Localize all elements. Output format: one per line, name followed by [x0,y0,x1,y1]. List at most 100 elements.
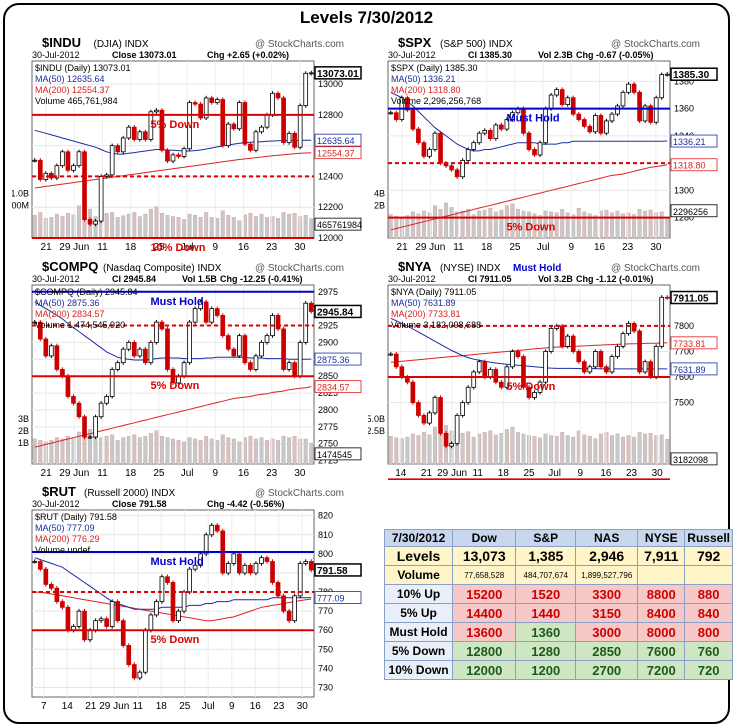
column-header: Dow [452,529,517,547]
candle-body [593,351,598,368]
candle-body [416,128,421,144]
candle-body [587,125,593,133]
candle-body [82,610,87,641]
y-tick-label: 2850 [318,371,338,381]
legend-entry: MA(200) 2834.57 [35,309,105,319]
candle-body [576,351,582,363]
x-tick-label: 11 [133,701,144,712]
candle-body [225,123,231,147]
table-cell: 14400 [452,603,517,623]
volume-bar [198,217,203,239]
y-tick-label: 740 [318,663,333,673]
y-tick-label: 770 [318,606,333,616]
candle-body [410,381,416,404]
legend-entry: $NYA (Daily) 7911.05 [391,287,476,297]
volume-bar [593,215,598,239]
volume-axis-label: 1.0B [12,188,29,198]
volume-bar [154,430,159,465]
y-tick-label: 730 [318,682,333,692]
candle-body [593,115,598,133]
candle-body [438,132,443,164]
volume-bar [582,434,587,465]
x-tick-label: 29 Jun [437,468,467,479]
candle-body [659,74,665,99]
y-tick-label: 12200 [318,202,343,212]
candle-body [292,132,297,148]
level-label: 5% Down [506,222,555,234]
volume-bar [405,215,410,239]
volume-bar [538,215,543,239]
volume-bar [499,432,504,465]
volume-bar [659,211,664,239]
candle-body [131,126,137,140]
table-cell: 880 [684,584,733,604]
candle-body [120,137,126,153]
legend-entry: MA(50) 777.09 [35,523,95,533]
x-tick-label: 23 [273,701,285,712]
candle-body [220,99,226,147]
x-tick-label: 21 [41,242,53,253]
candle-body [60,601,65,608]
volume-bar [38,212,43,239]
volume-axis-label: 2.5B [368,426,385,436]
row-label: Volume [383,565,454,585]
candle-body [109,601,115,627]
table-cell: 1,385 [515,546,577,566]
chart-name: (S&P 500) INDX [440,39,513,50]
volume-bar [182,441,187,465]
candle-body [60,151,65,167]
x-tick-label: 16 [250,701,262,712]
candle-body [214,99,220,103]
volume-bar [626,435,631,465]
volume-bar [49,217,54,239]
volume-bar [287,213,292,239]
volume-bar [159,213,164,239]
candle-body [93,416,98,438]
price-tag-label: 777.09 [317,594,345,604]
volume-bar [259,437,264,465]
candle-body [198,103,203,119]
x-tick-label: 18 [156,701,168,712]
volume-bar [215,440,220,465]
column-header: NAS [575,529,639,547]
candle-body [225,563,231,574]
level-label: 5% Down [506,381,555,393]
candle-body [598,351,604,368]
candle-body [65,606,71,631]
chart-close: Cl 2945.84 [112,274,156,284]
candle-body [253,131,259,151]
volume-bar [521,433,526,465]
candle-body [159,109,165,151]
volume-bar [126,213,131,239]
price-tag-box [670,134,718,148]
chart-date: 30-Jul-2012 [32,50,80,60]
table-cell: 8400 [637,603,686,623]
candle-body [559,325,565,347]
candle-body [198,553,203,566]
candle-body [275,92,281,99]
candle-body [131,342,137,357]
price-tag-label: 7733.81 [673,339,706,349]
candle-body [203,301,209,323]
y-tick-label: 1280 [674,213,694,223]
candle-body [297,563,303,597]
price-tag-label: 2945.84 [317,307,354,318]
candle-body [209,97,215,103]
candle-body [637,330,642,373]
candle-body [248,143,253,151]
volume-bar [615,433,620,465]
candle-body [115,601,121,622]
page-title: Levels 7/30/2012 [299,8,434,27]
volume-axis-label: 500M [12,200,29,210]
candle-body [642,361,648,373]
volume-bar [560,208,565,239]
volume-bar [582,211,587,239]
legend-entry: Volume 2,296,256,768 [391,96,481,106]
table-cell: 15200 [452,584,517,604]
candle-body [303,561,309,564]
volume-bar [159,435,164,465]
volume-bar [549,435,554,465]
x-tick-label: 18 [481,242,493,253]
candle-body [98,176,104,222]
level-label: Must Hold [506,113,559,125]
